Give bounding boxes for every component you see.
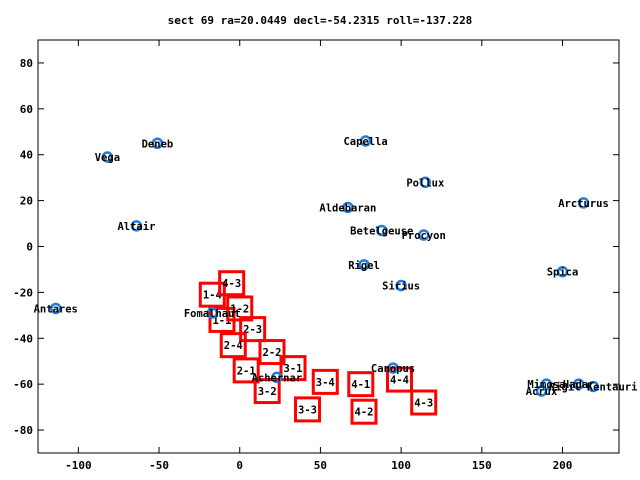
star-label: Rigil Kentauri (549, 381, 638, 393)
star-marker (130, 220, 143, 232)
sector-box-label: 3-1 (284, 363, 303, 375)
star-label: Pollux (406, 177, 445, 189)
sector-box-label: 4-3 (414, 398, 433, 410)
sector-box (219, 332, 247, 359)
star-marker (572, 378, 585, 390)
star-markers (50, 135, 599, 397)
x-tick-label: -50 (149, 459, 169, 472)
sector-boxes: 1-44-31-11-22-32-42-22-1 3-13-23-43-34-1 4… (198, 270, 438, 425)
star-marker (358, 259, 370, 271)
star-label: Antares (34, 303, 78, 315)
sector-box (350, 398, 378, 425)
sector-box-label: 3-4 (316, 377, 335, 389)
star-label: Acrux (526, 386, 558, 398)
chart-title: sect 69 ra=20.0449 decl=-54.2315 roll=-1… (168, 14, 473, 27)
y-tick-label: 60 (20, 103, 33, 116)
star-label: Spica (547, 267, 579, 279)
star-label: Altair (117, 221, 155, 233)
sector-box-label: 3-2 (258, 386, 277, 398)
star-marker (387, 362, 399, 374)
star-marker (342, 201, 354, 214)
sector-box-label: 2-1 (237, 365, 256, 377)
sector-box-label: 4-3 (222, 278, 241, 290)
sector-box (239, 316, 267, 343)
y-tick-label: 40 (20, 149, 33, 162)
star-label: Fomalhaut (184, 308, 241, 320)
star-marker (587, 380, 599, 393)
sector-box-label: 1-2 (230, 303, 249, 315)
sector-box-label: 4-2 (355, 407, 374, 419)
star-marker (151, 137, 164, 149)
star-label: Aldebaran (319, 202, 376, 214)
x-tick-label: 200 (553, 459, 573, 472)
sector-box (294, 396, 322, 423)
star-label: Canopus (371, 363, 415, 375)
star-label: Achernar (252, 372, 303, 384)
sector-box-label: 2-4 (224, 340, 243, 352)
star-label: Procyon (402, 230, 446, 242)
star-marker (376, 224, 388, 237)
x-tick-label: 100 (391, 459, 411, 472)
star-marker (206, 307, 219, 319)
y-tick-label: 0 (26, 241, 33, 254)
x-tick-label: 0 (236, 459, 243, 472)
x-tick-label: 150 (472, 459, 492, 472)
x-tick-label: 50 (314, 459, 327, 472)
star-marker (395, 279, 407, 292)
star-marker (556, 265, 569, 278)
y-tick-label: 20 (20, 195, 33, 208)
star-label: Sirius (382, 281, 420, 293)
star-marker (535, 385, 548, 397)
sector-box (347, 371, 375, 398)
star-label: Mimosa (527, 379, 565, 391)
y-tick-label: -80 (13, 424, 33, 437)
star-marker (577, 197, 590, 209)
sector-box (279, 355, 307, 382)
sector-box (218, 270, 246, 297)
star-marker (417, 229, 430, 241)
star-labels: Vega Deneb Altair Antares Fomalhaut Capella Po… (34, 136, 638, 398)
star-label: Rigel (348, 260, 380, 272)
sector-box (232, 357, 260, 384)
star-marker (101, 151, 114, 163)
star-label: Betelgeuse (350, 225, 413, 237)
sector-box (258, 339, 286, 366)
sector-box-label: 1-4 (203, 290, 222, 302)
star-label: Capella (343, 136, 387, 148)
star-label: Hadar (563, 379, 595, 391)
sector-box (410, 389, 438, 416)
y-tick-label: -60 (13, 378, 33, 391)
sector-box-label: 4-4 (390, 375, 409, 387)
y-tick-label: 80 (20, 57, 33, 70)
sector-box (311, 368, 339, 395)
star-label: Vega (95, 152, 120, 164)
axes: -100 -50 0 50 100 150 200 -80 -60 -40 -20 0 20 40 60 80 (13, 39, 620, 472)
star-marker (50, 302, 62, 315)
sector-box-label: 4-1 (351, 379, 370, 391)
star-marker (271, 371, 283, 384)
sector-box-label: 3-3 (298, 404, 317, 416)
sector-box-label: 2-3 (243, 324, 262, 336)
star-marker (419, 176, 432, 189)
x-tick-label: -100 (65, 459, 92, 472)
y-tick-label: -20 (13, 286, 33, 299)
y-tick-label: -40 (13, 332, 33, 345)
sector-box (253, 378, 281, 405)
star-label: Arcturus (558, 198, 609, 210)
sector-box-label: 2-2 (263, 347, 282, 359)
sector-box (386, 366, 414, 393)
star-label: Deneb (142, 138, 174, 150)
star-marker (359, 135, 372, 147)
